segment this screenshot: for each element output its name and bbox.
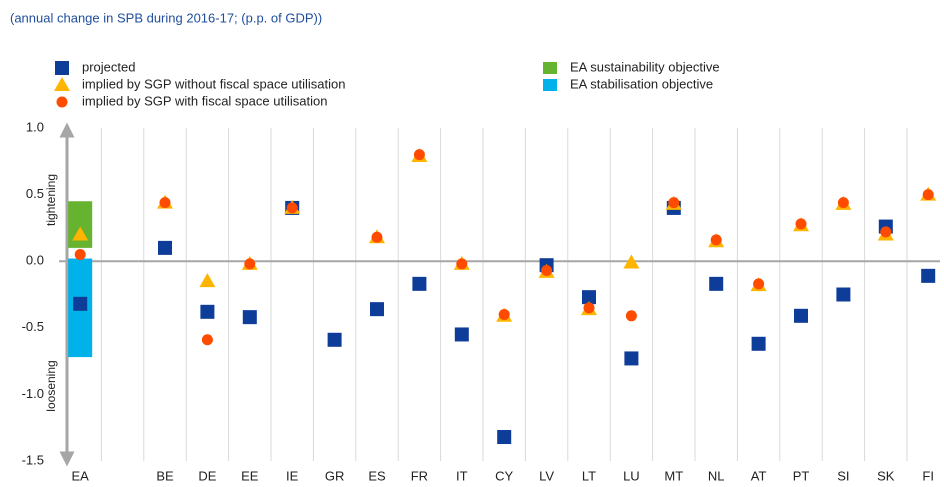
y-tick-label: -1.5 (22, 452, 44, 467)
y-tick-label: 1.0 (26, 119, 44, 134)
circle-marker (371, 231, 383, 243)
legend-swatch (543, 79, 557, 91)
legend-label: implied by SGP with fiscal space utilisa… (82, 93, 327, 108)
square-marker (412, 276, 427, 291)
x-tick-label: SI (837, 468, 849, 483)
triangle-marker (199, 273, 216, 288)
square-marker (624, 351, 639, 366)
circle-marker (668, 197, 680, 209)
square-marker (200, 304, 215, 319)
annotation: loosening (44, 360, 58, 411)
circle-marker (837, 197, 849, 209)
x-tick-label: DE (198, 468, 216, 483)
circle-marker (413, 149, 425, 161)
x-tick-label: IE (286, 468, 299, 483)
x-tick-label: ES (368, 468, 386, 483)
triangle-marker (54, 77, 70, 91)
x-tick-label: CY (495, 468, 513, 483)
legend-label: EA sustainability objective (570, 59, 720, 74)
x-tick-label: NL (708, 468, 725, 483)
circle-marker (159, 197, 171, 209)
y-tick-label: 0.5 (26, 186, 44, 201)
x-tick-label: AT (751, 468, 767, 483)
objective-range (68, 201, 93, 248)
legend-swatch (543, 62, 557, 74)
x-tick-label: MT (664, 468, 683, 483)
square-marker (709, 276, 724, 291)
circle-marker (625, 310, 637, 322)
x-tick-label: SK (877, 468, 895, 483)
circle-marker (456, 258, 468, 270)
square-marker (73, 296, 88, 311)
square-marker (327, 332, 342, 347)
x-tick-label: EE (241, 468, 259, 483)
circle-marker (753, 278, 765, 290)
x-tick-label: FI (922, 468, 934, 483)
x-tick-label: EA (72, 468, 90, 483)
square-marker (582, 290, 596, 305)
x-tick-label: FR (411, 468, 428, 483)
circle-marker (244, 258, 256, 270)
square-marker (794, 308, 808, 323)
square-marker (921, 268, 936, 283)
x-tick-label: LV (539, 468, 554, 483)
circle-marker (583, 302, 595, 314)
circle-marker (56, 96, 68, 108)
annotation: tightening (44, 174, 58, 226)
x-tick-label: LT (582, 468, 596, 483)
square-marker (836, 287, 851, 302)
x-tick-label: GR (325, 468, 345, 483)
square-marker (158, 240, 172, 255)
square-marker (370, 302, 384, 317)
square-marker (497, 430, 512, 445)
y-tick-label: -1.0 (22, 386, 44, 401)
circle-marker (710, 234, 722, 246)
circle-marker (498, 308, 510, 320)
chart-subtitle: (annual change in SPB during 2016-17; (p… (10, 10, 322, 25)
y-tick-label: -0.5 (22, 319, 44, 334)
triangle-marker (72, 226, 89, 241)
circle-marker (922, 189, 934, 201)
x-tick-label: IT (456, 468, 468, 483)
square-marker (55, 61, 69, 75)
circle-marker (880, 226, 892, 238)
circle-marker (541, 265, 553, 277)
circle-marker (795, 218, 807, 230)
circle-marker (286, 202, 298, 214)
legend-label: implied by SGP without fiscal space util… (82, 76, 346, 91)
circle-marker (201, 334, 213, 346)
y-tick-label: 0.0 (26, 253, 44, 268)
triangle-marker (623, 254, 640, 269)
x-tick-label: LU (623, 468, 640, 483)
legend-label: projected (82, 59, 135, 74)
x-tick-label: BE (156, 468, 174, 483)
square-marker (242, 310, 257, 325)
legend-label: EA stabilisation objective (570, 76, 713, 91)
x-tick-label: PT (793, 468, 810, 483)
square-marker (751, 336, 766, 351)
circle-marker (74, 249, 86, 261)
square-marker (454, 327, 469, 342)
